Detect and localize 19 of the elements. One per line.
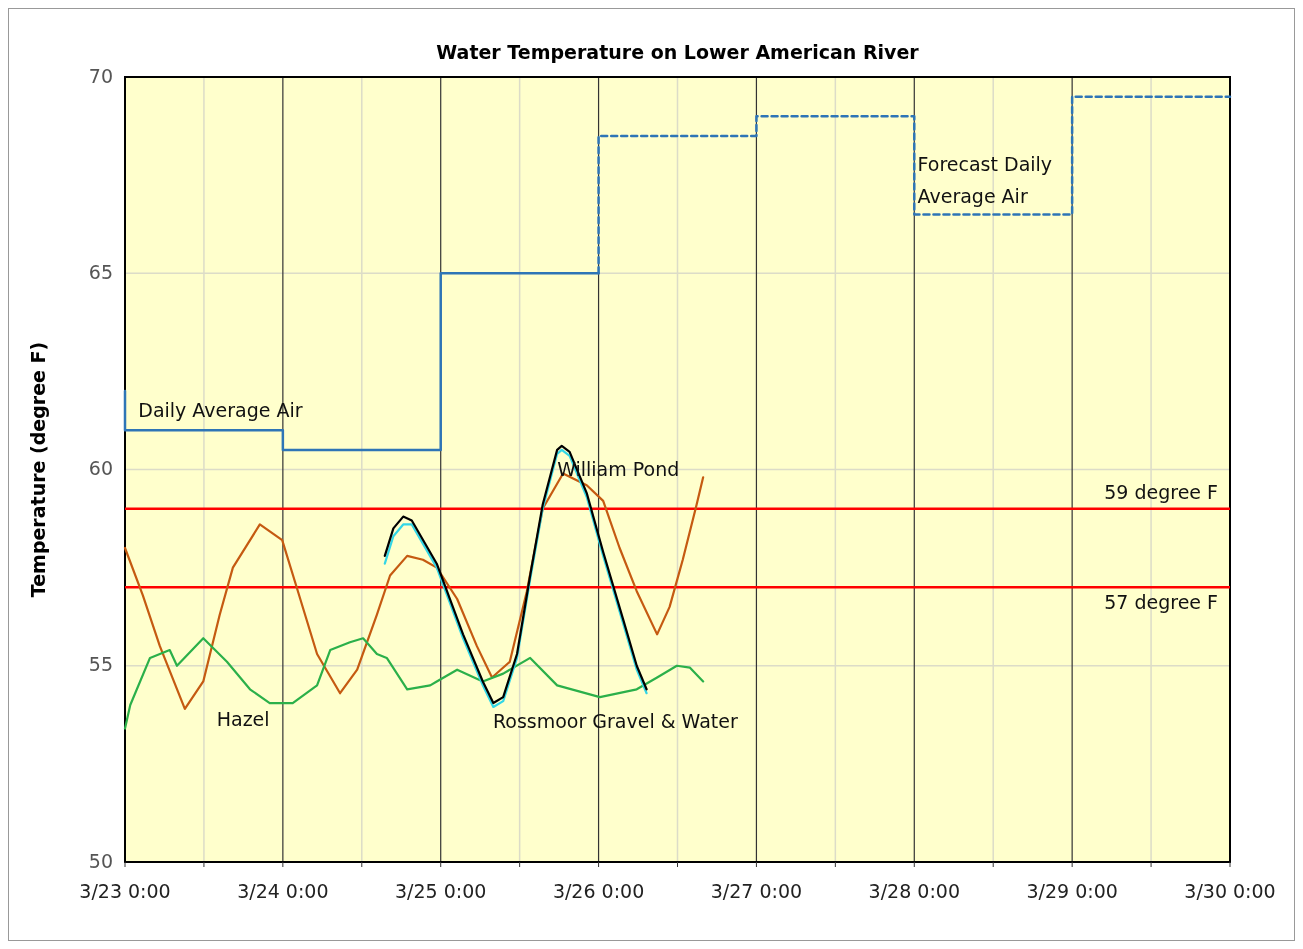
y-axis-title: Temperature (degree F)	[27, 341, 49, 598]
y-tick-label: 60	[88, 457, 113, 479]
x-tick-label: 3/29 0:00	[1026, 880, 1118, 902]
x-tick-label: 3/28 0:00	[868, 880, 960, 902]
y-tick-label: 65	[88, 260, 113, 283]
annotation: Hazel	[216, 707, 270, 730]
ref-line-label: 59 degree F	[1104, 480, 1218, 503]
x-tick-label: 3/23 0:00	[79, 880, 171, 902]
y-tick-label: 55	[88, 653, 113, 676]
y-tick-label: 70	[88, 64, 113, 87]
x-tick-label: 3/27 0:00	[710, 880, 803, 902]
x-tick-label: 3/26 0:00	[552, 880, 645, 902]
chart-title: Water Temperature on Lower American River	[436, 41, 920, 63]
x-tick-label: 3/30 0:00	[1184, 880, 1276, 902]
annotation: Forecast Daily Average Air	[917, 152, 1053, 207]
x-tick-label: 3/25 0:00	[395, 880, 487, 902]
ref-line-label: 57 degree F	[1104, 591, 1218, 614]
x-tick-label: 3/24 0:00	[237, 880, 329, 902]
y-tick-label: 50	[88, 849, 113, 872]
